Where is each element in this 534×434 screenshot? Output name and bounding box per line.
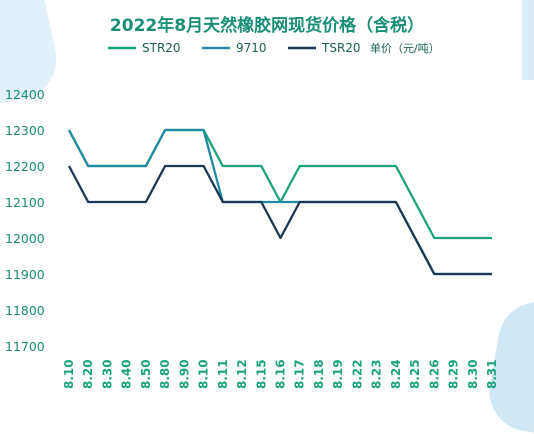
y-tick-label: 12200 xyxy=(5,159,45,174)
y-tick-label: 11900 xyxy=(5,267,45,282)
x-tick-label: 8.23 xyxy=(370,359,384,389)
x-tick-label: 8.18 xyxy=(312,359,326,389)
x-tick-label: 8.26 xyxy=(427,359,441,389)
x-tick-label: 8.12 xyxy=(235,359,249,389)
y-tick-label: 11700 xyxy=(5,339,45,354)
legend-label: TSR20 xyxy=(321,41,361,55)
series-line-str20 xyxy=(67,128,492,240)
x-tick-label: 8.10 xyxy=(197,359,211,389)
legend-item-tsr20: TSR20 单价（元/吨） xyxy=(288,41,440,55)
y-tick-label: 12000 xyxy=(5,231,45,246)
y-tick-label: 12400 xyxy=(5,87,45,102)
x-tick-label: 8.29 xyxy=(447,359,461,389)
x-tick-label: 8.20 xyxy=(81,359,95,389)
x-tick-label: 8.30 xyxy=(466,359,480,389)
y-tick-label: 12300 xyxy=(5,123,45,138)
legend-item-9710: 9710 xyxy=(202,41,267,55)
y-tick-label: 11800 xyxy=(5,303,45,318)
x-tick-label: 8.19 xyxy=(331,359,345,389)
x-tick-label: 8.25 xyxy=(408,359,422,389)
x-tick-label: 8.17 xyxy=(293,359,307,389)
corner-decoration-top-right xyxy=(522,0,534,80)
x-axis: 8.10 8.20 8.30 8.40 8.50 8.80 8.90 8.10 8.11 8.12… xyxy=(62,359,499,389)
legend-label: 9710 xyxy=(236,41,267,55)
x-tick-label: 8.22 xyxy=(350,359,364,389)
price-line-chart: 2022年8月天然橡胶网现货价格（含税） STR20 9710 TSR20 单价（元/… xyxy=(5,15,499,389)
x-tick-label: 8.16 xyxy=(274,359,288,389)
x-tick-label: 8.50 xyxy=(139,359,153,389)
x-tick-label: 8.15 xyxy=(254,359,268,389)
units-label: 单价（元/吨） xyxy=(370,42,440,55)
legend-label: STR20 xyxy=(142,41,181,55)
chart-title: 2022年8月天然橡胶网现货价格（含税） xyxy=(110,15,424,36)
x-tick-label: 8.90 xyxy=(177,359,191,389)
series-lines xyxy=(67,128,492,276)
x-tick-label: 8.10 xyxy=(62,359,76,389)
chart-legend: STR20 9710 TSR20 单价（元/吨） xyxy=(108,41,440,55)
x-tick-label: 8.30 xyxy=(100,359,114,389)
y-axis: 12400 12300 12200 12100 12000 11900 11800 11700 xyxy=(5,87,45,354)
x-tick-label: 8.31 xyxy=(485,359,499,389)
x-tick-label: 8.40 xyxy=(120,359,134,389)
legend-item-str20: STR20 xyxy=(108,41,181,55)
y-tick-label: 12100 xyxy=(5,195,45,210)
x-tick-label: 8.80 xyxy=(158,359,172,389)
series-line-tsr20 xyxy=(67,164,492,276)
x-tick-label: 8.24 xyxy=(389,359,403,389)
x-tick-label: 8.11 xyxy=(216,359,230,389)
